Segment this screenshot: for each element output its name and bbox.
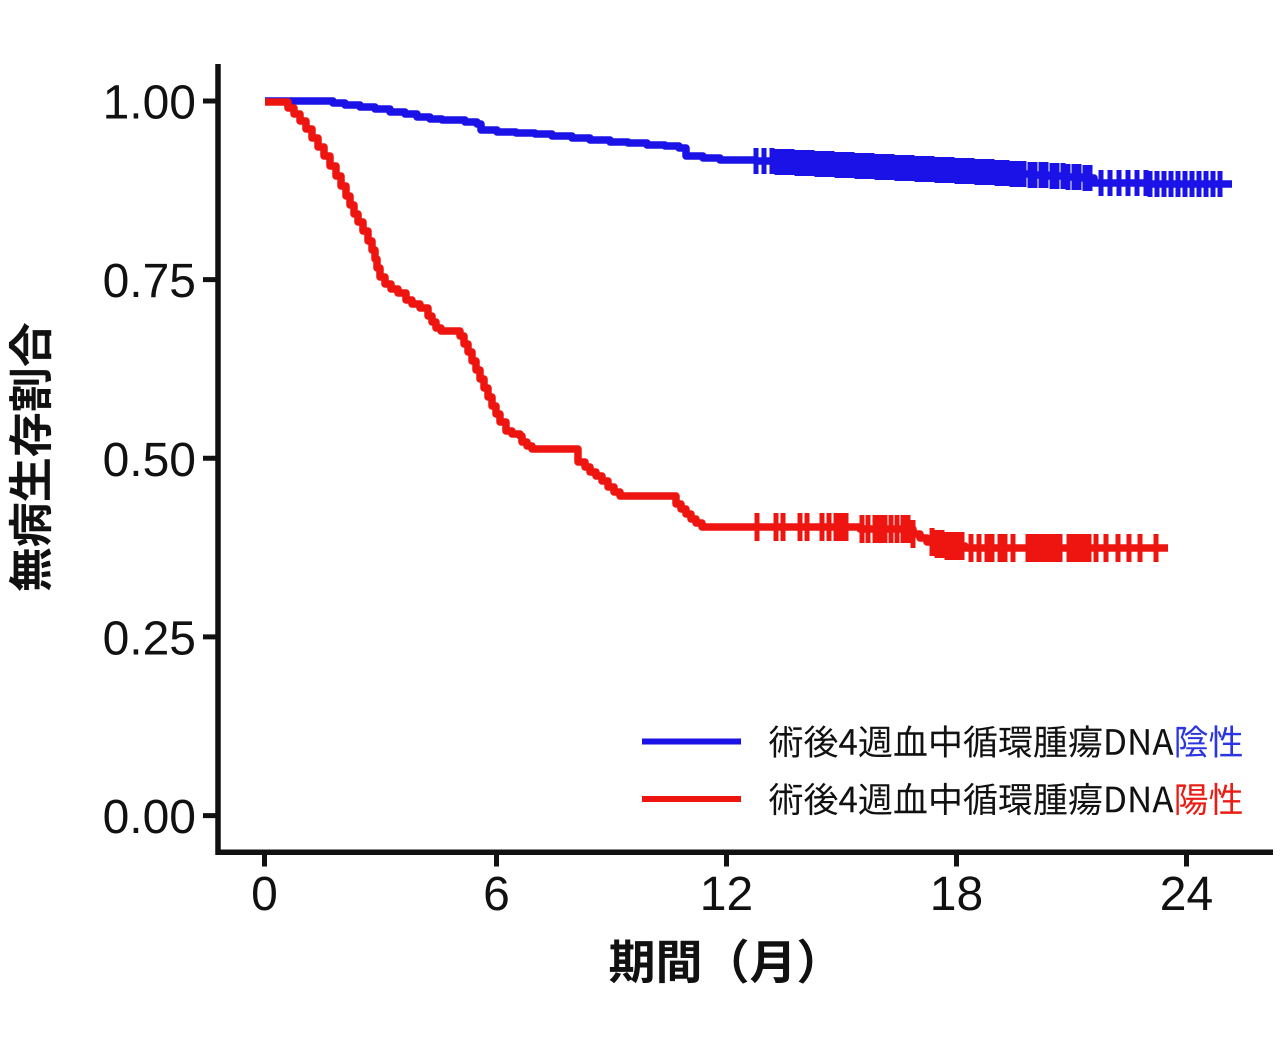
svg-text:1.00: 1.00 [103,77,196,130]
svg-text:0.00: 0.00 [103,791,196,844]
svg-text:18: 18 [930,868,983,921]
svg-text:0.25: 0.25 [103,612,196,665]
svg-text:0.50: 0.50 [103,434,196,487]
svg-text:12: 12 [700,868,753,921]
svg-text:0: 0 [251,868,278,921]
svg-text:0.75: 0.75 [103,255,196,308]
svg-text:24: 24 [1160,868,1213,921]
svg-text:6: 6 [483,868,510,921]
